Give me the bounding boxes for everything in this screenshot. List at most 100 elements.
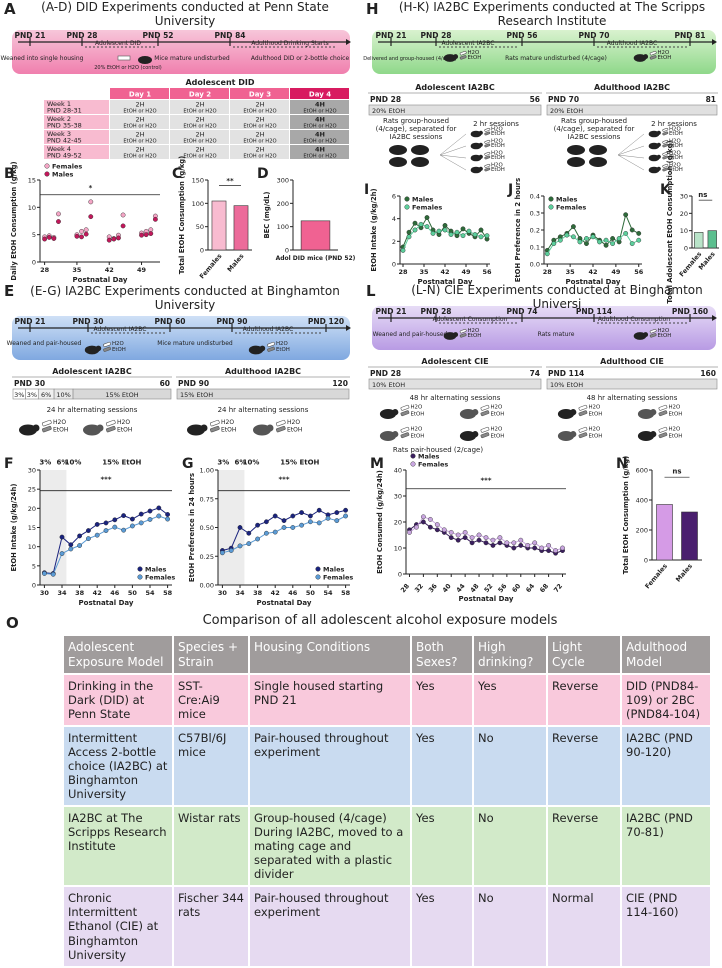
x-tick-label: 30 xyxy=(218,589,228,597)
table-header-cell xyxy=(110,88,169,99)
session-note: 2 hr sessions xyxy=(473,120,519,128)
table-cell: Reverse xyxy=(546,805,622,888)
legend-swatch xyxy=(44,163,50,169)
y-tick-label: 0.25 xyxy=(200,553,214,561)
panel-title: (A-D) DID Experiments conducted at Penn … xyxy=(41,1,329,28)
subpanel-title: Adulthood IA2BC xyxy=(594,83,670,92)
x-tick-label: 46 xyxy=(110,589,120,597)
legend-swatch xyxy=(137,574,143,580)
timeline-label: Rats mature xyxy=(538,331,575,338)
timeline-label: Adulthood Drinking Starts xyxy=(251,40,329,47)
rodent-icon xyxy=(633,54,647,62)
bottle-label: EtOH xyxy=(658,55,672,61)
data-point xyxy=(466,228,472,234)
table-header: Day 3 xyxy=(249,91,271,99)
connector xyxy=(439,145,467,156)
legend-swatch xyxy=(404,196,410,202)
data-point xyxy=(455,537,461,543)
table-header-cell xyxy=(170,88,229,99)
data-point xyxy=(412,227,418,233)
bottle-icon xyxy=(649,50,657,56)
dose-label: 10% xyxy=(56,391,70,399)
bottle-label: EtOH xyxy=(276,347,290,353)
timeline-label: PND 28 xyxy=(66,31,97,40)
table-cell-text: 2H xyxy=(255,146,264,154)
table-cell: No xyxy=(472,805,548,888)
data-point xyxy=(636,230,642,236)
data-point xyxy=(106,237,112,243)
dose-label: 10% EtOH xyxy=(372,381,405,389)
annotation: 3% xyxy=(217,458,229,466)
bottle-label: EtOH xyxy=(669,433,683,439)
y-tick-label: 10 xyxy=(28,543,36,551)
data-point xyxy=(623,230,629,236)
bottle-label: EtOH xyxy=(589,433,603,439)
rodent-icon xyxy=(470,166,482,174)
data-point xyxy=(571,234,576,240)
panel-letter: C xyxy=(172,166,182,182)
table-cell: Chronic Intermittent Ethanol (CIE) at Bi… xyxy=(62,885,174,968)
subpanel-title: Adolescent IA2BC xyxy=(52,367,132,376)
data-point xyxy=(407,530,412,535)
y-tick-label: 0 xyxy=(32,259,36,267)
bottle-label: H2O xyxy=(411,405,423,411)
header-cell: Adolescent Exposure Model xyxy=(62,633,174,676)
bottle-label: H2O xyxy=(491,138,503,144)
data-point xyxy=(629,241,635,247)
rodent-icon xyxy=(19,424,37,436)
bottle-label: EtOH xyxy=(491,155,505,161)
data-point xyxy=(546,548,552,553)
annotation: 6% xyxy=(56,458,68,466)
data-point xyxy=(469,535,475,540)
data-point xyxy=(281,518,287,523)
bottle-icon xyxy=(275,419,286,427)
rodent-head xyxy=(656,130,661,135)
table-cell: Single housed starting PND 21 xyxy=(248,673,412,728)
legend-label: Males xyxy=(52,171,73,179)
rodent-icon xyxy=(589,157,607,167)
x-tick-label: Females xyxy=(643,562,669,590)
panel-title: (H-K) IA2BC Experiments conducted at The… xyxy=(398,1,706,28)
y-tick-label: 0.0 xyxy=(530,261,540,269)
y-axis-label: EtOH Preference in 24 hours xyxy=(188,473,196,582)
timeline-label: PND 70 xyxy=(578,31,609,40)
table-cell xyxy=(170,145,229,159)
bottle-label: EtOH xyxy=(468,55,482,61)
rodent-icon xyxy=(389,157,407,167)
bottle-icon xyxy=(400,404,410,411)
data-point xyxy=(272,513,278,519)
y-axis-label: Daily EtOH Consumption (g/kg) xyxy=(10,161,18,280)
rodent-head xyxy=(656,166,661,171)
table-cell-text: 4H xyxy=(315,146,325,154)
data-point xyxy=(120,223,126,229)
table-cell-text: EtOH or H2O xyxy=(303,154,336,160)
table-row: Drinking in the Dark (DID) at Penn State… xyxy=(62,673,712,728)
y-tick-label: 0.50 xyxy=(200,524,214,532)
y-tick-label: 15 xyxy=(28,524,36,532)
panel-letter: L xyxy=(366,282,376,300)
data-point xyxy=(325,515,331,521)
bottle-icon xyxy=(105,425,116,433)
connector xyxy=(617,154,645,159)
rodent-icon xyxy=(253,424,271,436)
subpanel-start: PND 114 xyxy=(548,369,584,378)
timeline-label: PND 21 xyxy=(375,307,406,316)
table-row-label-cell xyxy=(44,145,109,159)
x-tick-label: 30 xyxy=(40,589,50,597)
bottle-label: EtOH xyxy=(491,411,505,417)
y-axis-label: BEC (mg/dL) xyxy=(263,191,271,238)
bottle-icon xyxy=(484,155,491,160)
x-tick-label: 56 xyxy=(634,268,644,276)
data-point xyxy=(553,548,558,553)
table-cell-text: EtOH or H2O xyxy=(303,109,336,115)
data-point xyxy=(138,511,144,517)
bottle-label: H2O xyxy=(468,328,480,334)
data-point xyxy=(462,530,468,535)
x-tick-label: 42 xyxy=(93,589,102,597)
table-pnd: PND 49-52 xyxy=(47,152,82,160)
x-axis-label: Postnatal Day xyxy=(459,595,514,603)
bottle-icon xyxy=(41,419,52,427)
x-tick-label: 49 xyxy=(611,268,621,276)
bar xyxy=(694,232,704,249)
bottle-label: H2O xyxy=(117,419,130,426)
